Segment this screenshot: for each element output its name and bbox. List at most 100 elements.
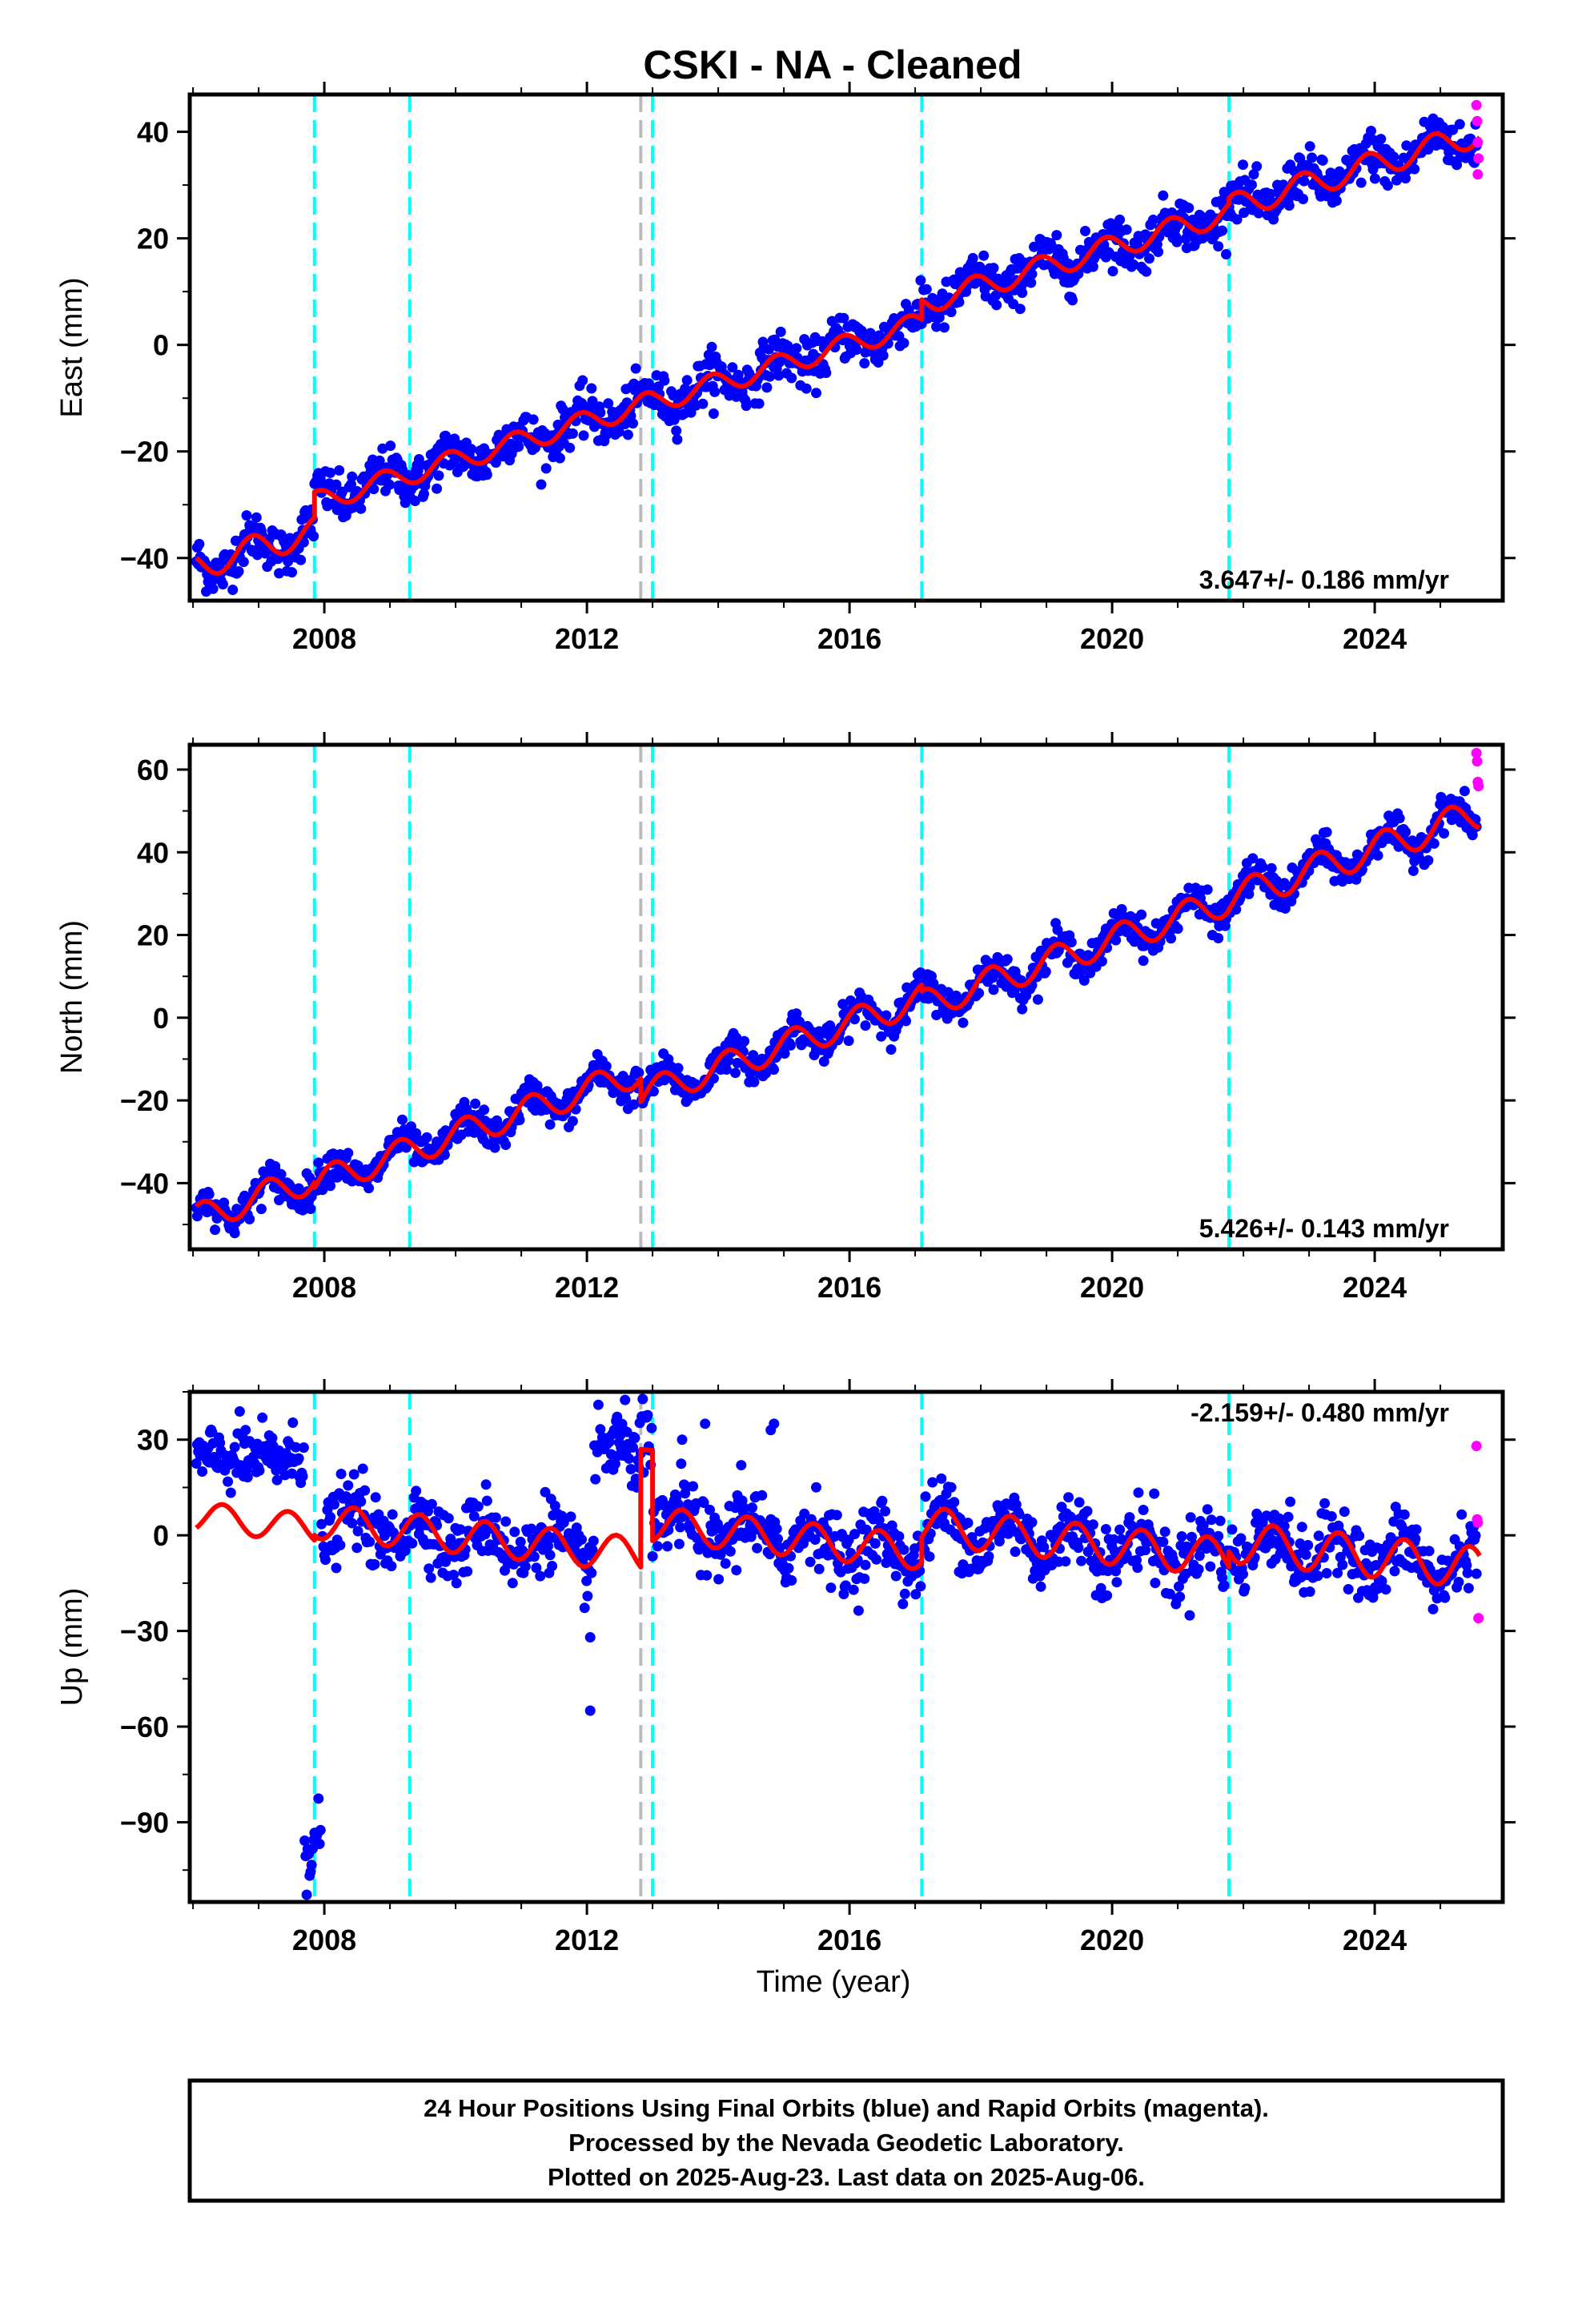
final-orbit-point [244,1213,255,1224]
final-orbit-point [552,420,564,430]
y-tick-label: 0 [153,329,169,362]
final-orbit-point [331,1562,342,1574]
final-orbit-point [587,1544,598,1555]
final-orbit-point [752,1542,763,1554]
final-orbit-point [1453,1577,1464,1587]
final-orbit-point [720,1558,731,1569]
final-orbit-point [490,1512,501,1523]
plot-area [191,94,1484,601]
final-orbit-point [931,321,942,332]
final-orbit-point [329,1499,339,1510]
final-orbit-point [411,1486,422,1497]
final-orbit-point [1304,141,1315,152]
final-orbit-point [557,404,568,415]
final-orbit-point [308,531,319,542]
final-orbit-point [958,1017,969,1028]
final-orbit-point [1388,151,1399,163]
plot-frame [187,92,1505,603]
final-orbit-point [713,1574,725,1585]
final-orbit-point [818,1056,829,1067]
final-orbit-point [374,455,385,466]
final-orbit-point [1407,835,1418,846]
final-orbit-point [470,1098,481,1109]
final-orbit-point [701,1570,713,1581]
final-orbit-point [747,1502,757,1514]
final-orbit-point [509,1526,520,1538]
final-orbit-point [554,452,565,464]
final-orbit-point [576,397,587,408]
plot-frame [187,1389,1505,1904]
final-orbit-point [1082,1506,1093,1517]
final-orbit-point [1332,1567,1343,1578]
final-orbit-point [413,454,424,464]
final-orbit-point [410,496,420,506]
final-orbit-point [860,1020,871,1031]
y-tick-label: 60 [137,754,169,786]
rapid-orbit-point [1473,1613,1484,1624]
final-orbit-point [1017,287,1028,299]
outlier-point [700,1418,711,1429]
final-orbit-point [676,1458,687,1470]
final-orbit-point [1014,304,1026,315]
final-orbit-point [347,1518,358,1529]
final-orbit-point [988,263,999,274]
final-orbit-point [1251,161,1263,172]
final-orbit-point [1114,1524,1126,1535]
final-orbit-point [1339,1506,1350,1518]
x-tick-label: 2020 [1080,622,1144,655]
final-orbit-point [295,554,307,565]
final-orbit-point [363,1183,375,1194]
final-orbit-point [425,1572,436,1583]
final-orbit-point [387,1509,398,1520]
final-orbit-point [629,1433,640,1444]
final-orbit-point [1128,259,1139,270]
final-orbit-point [1217,225,1228,236]
final-orbit-point [1326,1511,1337,1522]
final-orbit-point [628,1099,640,1110]
final-orbit-point [547,1561,558,1571]
final-orbit-point [348,1469,359,1480]
final-orbit-point [536,479,547,490]
final-orbit-point [315,473,326,485]
final-orbit-point [1238,159,1248,171]
final-orbit-point [1298,194,1309,204]
model-curve [195,131,1482,576]
final-orbit-point [203,1188,215,1200]
final-orbit-point [255,1204,267,1215]
final-orbit-point [1073,1542,1084,1554]
final-orbit-point [849,1014,860,1025]
rapid-orbit-point [1472,169,1484,180]
final-orbit-point [688,1481,699,1492]
x-tick-label: 2008 [292,1271,356,1304]
final-orbit-point [1427,1603,1439,1614]
final-orbit-point [877,350,889,361]
final-orbit-point [325,1180,336,1192]
y-tick-label: 20 [137,223,169,255]
final-orbit-point [1391,175,1402,186]
final-orbit-point [543,1541,554,1551]
chart-title: CSKI - NA - Cleaned [643,42,1022,87]
final-orbit-point [320,1554,331,1566]
final-orbit-point [991,300,1002,311]
footer-frame [187,2078,1505,2203]
final-orbit-point [385,440,396,452]
final-orbit-point [400,1545,411,1556]
rate-label: -2.159+/- 0.480 mm/yr [1191,1398,1449,1427]
final-orbit-point [207,583,219,594]
final-orbit-point [673,1538,685,1550]
rapid-orbit-point [1472,756,1483,767]
y-tick-label: −60 [120,1711,169,1743]
final-orbit-point [1184,1610,1195,1621]
final-orbit-point [1266,862,1277,874]
final-orbit-point [1331,195,1342,207]
final-orbit-point [379,1530,390,1542]
final-orbit-point [642,1409,653,1421]
final-orbit-point [242,1472,253,1483]
final-orbit-point [1239,1582,1251,1594]
final-orbit-point [500,1516,512,1527]
final-orbit-point [287,1468,298,1479]
final-orbit-point [472,1501,484,1512]
final-orbit-point [1423,1546,1435,1557]
final-orbit-point [779,1048,790,1059]
final-orbit-point [531,1562,542,1574]
